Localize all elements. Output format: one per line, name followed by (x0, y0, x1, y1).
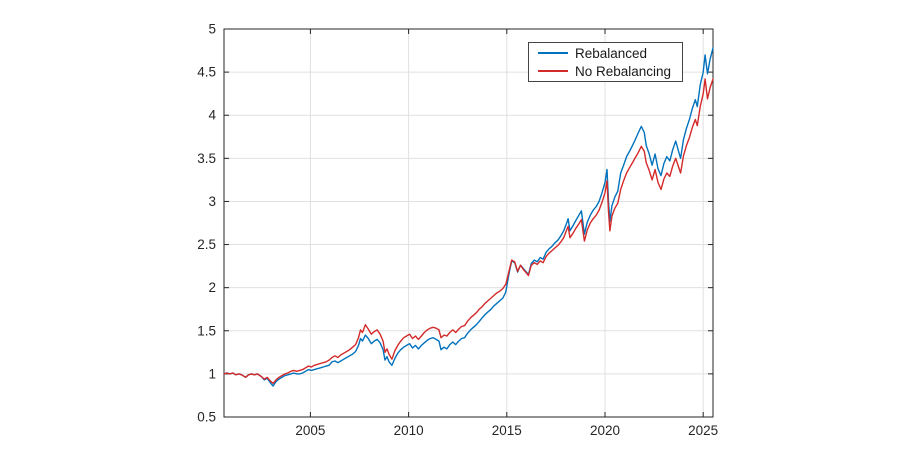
axes-box (223, 28, 714, 418)
x-tick-label: 2025 (688, 423, 718, 438)
x-tick-label: 2010 (394, 423, 424, 438)
tick-marks (224, 28, 713, 418)
y-tick-labels: 0.5 1 1.5 2 2.5 3 3.5 4 4.5 5 (197, 22, 216, 425)
legend-label-rebalanced: Rebalanced (575, 45, 648, 61)
x-tick-label: 2020 (590, 423, 620, 438)
x-tick-label: 2015 (492, 423, 522, 438)
series-lines (223, 47, 714, 387)
y-tick-label: 5 (208, 22, 216, 37)
gridlines (224, 28, 713, 418)
y-tick-label: 1 (208, 366, 216, 381)
legend[interactable]: Rebalanced No Rebalancing (528, 42, 683, 82)
y-tick-label: 4.5 (197, 65, 216, 80)
y-tick-label: 1.5 (197, 323, 216, 338)
legend-item-no-rebalancing[interactable]: No Rebalancing (529, 62, 682, 80)
y-tick-label: 3.5 (197, 151, 216, 166)
legend-item-rebalanced[interactable]: Rebalanced (529, 44, 682, 62)
x-tick-labels: 2005 2010 2015 2020 2025 (295, 423, 718, 438)
legend-label-no-rebalancing: No Rebalancing (575, 63, 672, 79)
series-line-rebalanced (223, 47, 714, 387)
y-tick-label: 2.5 (197, 237, 216, 252)
series-line-no-rebalancing (223, 78, 714, 385)
rebalanced-line-sample-icon (538, 52, 568, 54)
y-tick-label: 4 (208, 108, 216, 123)
no-rebalancing-line-sample-icon (538, 70, 568, 72)
x-tick-label: 2005 (295, 423, 325, 438)
y-tick-label: 0.5 (197, 410, 216, 425)
y-tick-label: 2 (208, 280, 216, 295)
y-tick-label: 3 (208, 194, 216, 209)
